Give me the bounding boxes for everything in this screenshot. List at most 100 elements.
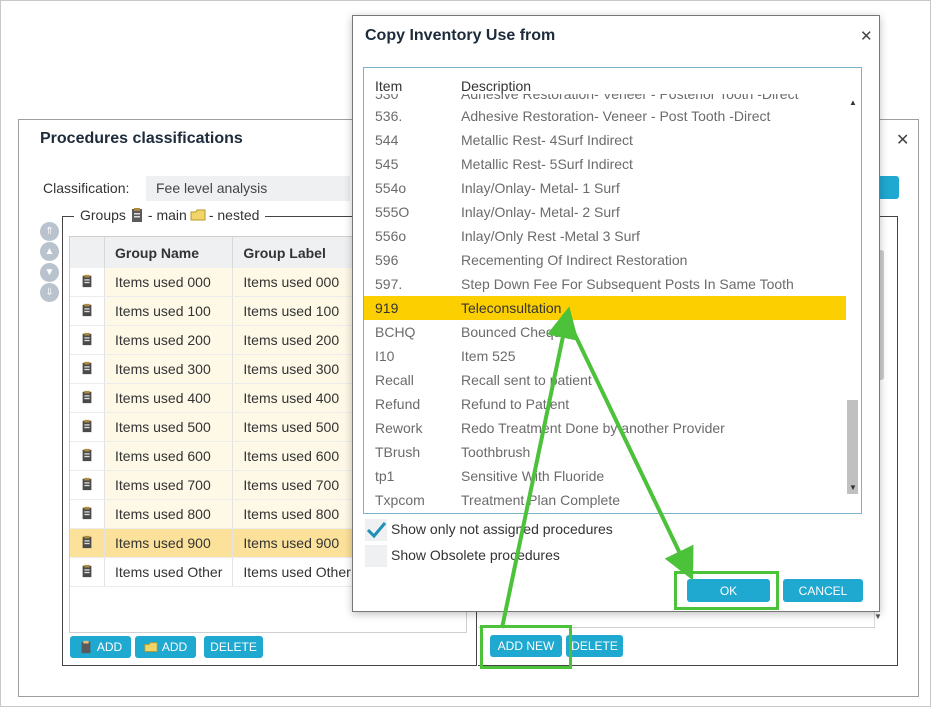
group-name-cell[interactable]: Items used 500: [104, 412, 234, 442]
scroll-up-icon[interactable]: ▲: [849, 98, 857, 107]
clipboard-icon: [70, 383, 105, 413]
grid-icon-header: [70, 237, 105, 268]
list-item-code: 556o: [375, 228, 407, 244]
group-name-cell[interactable]: Items used 200: [104, 325, 234, 355]
table-row[interactable]: Items used 100 Items used 100: [70, 296, 466, 326]
clipboard-icon: [70, 528, 105, 558]
group-name-cell[interactable]: Items used 000: [104, 268, 234, 297]
arrow-to-ok: [564, 315, 694, 581]
group-name-cell[interactable]: Items used 600: [104, 441, 234, 471]
not-assigned-label[interactable]: Show only not assigned procedures: [391, 521, 613, 537]
list-item-description: Toothbrush: [461, 444, 531, 460]
list-item[interactable]: 545 Metallic Rest- 5Surf Indirect: [364, 152, 846, 176]
list-item[interactable]: 554o Inlay/Onlay- Metal- 1 Surf: [364, 176, 846, 200]
list-item-description: Bounced Cheque: [461, 324, 570, 340]
list-item[interactable]: 596 Recementing Of Indirect Restoration: [364, 248, 846, 272]
list-item-description: Recementing Of Indirect Restoration: [461, 252, 688, 268]
inventory-scrollbar-thumb[interactable]: [847, 400, 858, 494]
description-column-header[interactable]: Description: [461, 78, 532, 94]
classification-select[interactable]: Fee level analysis: [146, 176, 350, 201]
classification-label: Classification:: [43, 180, 130, 196]
clipboard-icon: [70, 441, 105, 471]
list-item[interactable]: Recall Recall sent to patient: [364, 368, 846, 392]
list-item-partial: 530 Adhesive Restoration- Veneer - Poste…: [364, 94, 846, 103]
clipboard-icon: [70, 325, 105, 355]
clipboard-icon: [70, 296, 105, 326]
list-item[interactable]: Rework Redo Treatment Done by another Pro…: [364, 416, 846, 440]
list-item-code: TBrush: [375, 444, 421, 460]
procedures-list-bottom: [478, 627, 875, 628]
add-main-button[interactable]: ADD: [70, 636, 131, 658]
list-item[interactable]: I10 Item 525: [364, 344, 846, 368]
add-new-highlight-box: [480, 625, 572, 669]
list-item[interactable]: 536. Adhesive Restoration- Veneer - Post …: [364, 104, 846, 128]
procedures-dialog-title: Procedures classifications: [40, 130, 243, 147]
table-row[interactable]: Items used 700 Items used 700: [70, 470, 466, 500]
obsolete-checkbox[interactable]: [365, 545, 387, 567]
clipboard-icon: [70, 268, 105, 297]
procedures-scrollbar-thumb[interactable]: [877, 250, 884, 380]
group-name-cell[interactable]: Items used Other: [104, 557, 234, 587]
not-assigned-checkbox[interactable]: [365, 519, 387, 541]
list-item[interactable]: Refund Refund to Patient: [364, 392, 846, 416]
scroll-down-icon[interactable]: ▼: [849, 483, 857, 492]
list-item-description: Adhesive Restoration- Veneer - Post Toot…: [461, 108, 771, 124]
list-item-code: 530: [375, 94, 399, 102]
add-nested-button[interactable]: ADD: [135, 636, 196, 658]
list-item[interactable]: 597. Step Down Fee For Subsequent Posts I…: [364, 272, 846, 296]
list-item-description: Treatment Plan Complete: [461, 492, 620, 508]
list-item-code: Rework: [375, 420, 423, 436]
list-item-code: Refund: [375, 396, 421, 412]
table-row[interactable]: Items used 800 Items used 800: [70, 499, 466, 529]
list-item[interactable]: TBrush Toothbrush: [364, 440, 846, 464]
add-new-button[interactable]: ADD NEW: [490, 635, 562, 657]
folder-icon: [144, 642, 158, 652]
list-item-code: 544: [375, 132, 399, 148]
group-name-cell[interactable]: Items used 100: [104, 296, 234, 326]
copy-dialog-title: Copy Inventory Use from: [365, 27, 556, 44]
list-item-description: Inlay/Only Rest -Metal 3 Surf: [461, 228, 640, 244]
delete-group-button[interactable]: DELETE: [204, 636, 263, 658]
cancel-button[interactable]: CANCEL: [783, 579, 863, 602]
move-top-icon[interactable]: ⇑: [40, 222, 59, 241]
list-item[interactable]: 556o Inlay/Only Rest -Metal 3 Surf: [364, 224, 846, 248]
scroll-down-icon[interactable]: ▼: [874, 612, 882, 621]
move-up-icon[interactable]: ▲: [40, 242, 59, 261]
item-column-header[interactable]: Item: [375, 78, 403, 94]
ok-highlight-box: [674, 571, 779, 610]
folder-icon: [190, 209, 206, 221]
move-bottom-icon[interactable]: ⇓: [40, 283, 59, 302]
groups-legend: Groups - main - nested: [74, 207, 266, 223]
list-item-description: Recall sent to patient: [461, 372, 592, 388]
list-item-code: Recall: [375, 372, 414, 388]
move-down-icon[interactable]: ▼: [40, 263, 59, 282]
list-item[interactable]: BCHQ Bounced Cheque: [364, 320, 846, 344]
list-item-description: Adhesive Restoration- Veneer - Posterior…: [461, 94, 799, 102]
list-item-description: Redo Treatment Done by another Provider: [461, 420, 725, 436]
list-item[interactable]: 919 Teleconsultation: [364, 296, 846, 320]
list-item[interactable]: Txpcom Treatment Plan Complete: [364, 488, 846, 512]
ok-button[interactable]: OK: [687, 579, 770, 602]
list-item-code: 919: [375, 300, 399, 316]
group-name-cell[interactable]: Items used 800: [104, 499, 234, 529]
list-item[interactable]: 555O Inlay/Onlay- Metal- 2 Surf: [364, 200, 846, 224]
list-item-description: Inlay/Onlay- Metal- 1 Surf: [461, 180, 620, 196]
groups-legend-main: - main: [147, 207, 187, 223]
list-item-description: Item 525: [461, 348, 516, 364]
list-item-code: 596: [375, 252, 399, 268]
group-name-cell[interactable]: Items used 900: [104, 528, 234, 558]
clipboard-icon: [70, 557, 105, 587]
group-name-cell[interactable]: Items used 700: [104, 470, 234, 500]
group-name-cell[interactable]: Items used 300: [104, 354, 234, 384]
group-name-header[interactable]: Group Name: [104, 237, 234, 268]
list-item-code: 536.: [375, 108, 403, 124]
procedures-close-icon[interactable]: ✕: [896, 132, 910, 149]
clipboard-icon: [70, 470, 105, 500]
right-panel-button[interactable]: [877, 176, 899, 199]
group-name-cell[interactable]: Items used 400: [104, 383, 234, 413]
delete-procedure-button[interactable]: DELETE: [566, 635, 623, 657]
list-item-code: BCHQ: [375, 324, 416, 340]
copy-close-icon[interactable]: ✕: [860, 28, 873, 45]
list-item[interactable]: 544 Metallic Rest- 4Surf Indirect: [364, 128, 846, 152]
